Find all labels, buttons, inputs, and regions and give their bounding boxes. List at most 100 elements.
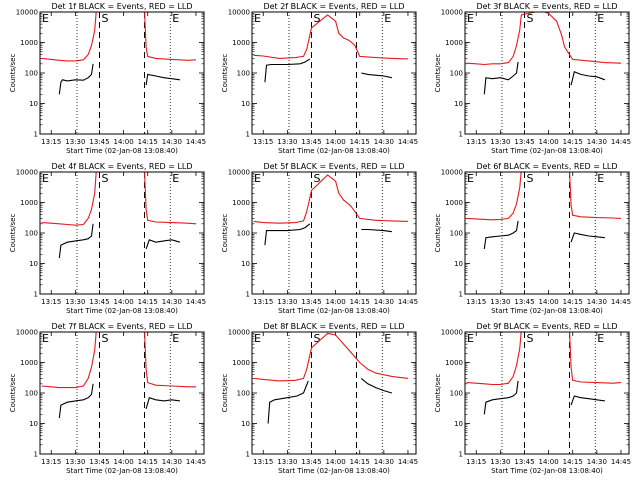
event-marker: E — [384, 332, 391, 345]
y-tick-label: 100 — [450, 390, 463, 398]
y-tick-label: 100 — [237, 70, 250, 78]
x-tick-label: 14:00 — [539, 138, 559, 146]
x-axis-title: Start Time (02-Jan-08 13:08:40) — [278, 147, 390, 155]
x-tick-label: 14:45 — [611, 458, 631, 466]
x-tick-label: 14:00 — [326, 138, 346, 146]
x-tick-label: 13:30 — [490, 458, 510, 466]
x-tick-label: 14:15 — [138, 138, 158, 146]
x-tick-label: 14:30 — [162, 458, 182, 466]
y-axis-title: Counts/sec — [221, 374, 229, 413]
event-marker: E — [597, 12, 604, 25]
y-tick-label: 10000 — [441, 169, 463, 177]
panel-title: Det 3f BLACK = Events, RED = LLD — [476, 2, 617, 11]
x-axis-title: Start Time (02-Jan-08 13:08:40) — [278, 307, 390, 315]
y-tick-label: 10 — [29, 260, 38, 268]
x-axis-title: Start Time (02-Jan-08 13:08:40) — [491, 147, 603, 155]
event-marker: E — [467, 172, 474, 185]
y-tick-label: 10000 — [441, 9, 463, 17]
x-tick-label: 14:30 — [374, 298, 394, 306]
x-tick-label: 13:15 — [466, 298, 486, 306]
y-tick-label: 1 — [34, 291, 38, 299]
plot-frame — [464, 171, 630, 295]
y-tick-label: 10000 — [16, 9, 38, 17]
x-tick-label: 13:45 — [89, 138, 109, 146]
y-tick-label: 1000 — [445, 359, 463, 367]
x-tick-label: 13:15 — [253, 138, 273, 146]
x-tick-label: 14:15 — [138, 298, 158, 306]
y-tick-label: 100 — [25, 390, 38, 398]
x-tick-label: 13:30 — [277, 458, 297, 466]
x-tick-label: 14:45 — [398, 138, 418, 146]
y-axis-title: Counts/sec — [221, 54, 229, 93]
x-tick-label: 14:30 — [162, 298, 182, 306]
x-tick-label: 13:45 — [514, 298, 534, 306]
x-tick-label: 14:00 — [326, 298, 346, 306]
y-tick-label: 10000 — [441, 329, 463, 337]
series-lld — [253, 174, 409, 224]
x-tick-label: 14:45 — [186, 458, 206, 466]
plot-frame — [39, 11, 205, 135]
x-tick-label: 14:30 — [587, 298, 607, 306]
y-tick-label: 1 — [459, 131, 463, 139]
y-axis-title: Counts/sec — [434, 214, 442, 253]
y-tick-label: 10000 — [228, 169, 250, 177]
event-marker: S — [526, 12, 533, 25]
event-marker: E — [254, 172, 261, 185]
panel-title: Det 2f BLACK = Events, RED = LLD — [263, 2, 404, 11]
x-tick-label: 13:15 — [253, 458, 273, 466]
series-lld — [466, 172, 622, 221]
series-lld — [466, 12, 622, 66]
x-tick-label: 14:30 — [587, 458, 607, 466]
y-tick-label: 1000 — [445, 39, 463, 47]
series-events — [267, 377, 393, 424]
event-marker: E — [254, 12, 261, 25]
panel-det-9: Det 9f BLACK = Events, RED = LLD 13:15 13:… — [434, 322, 631, 475]
x-tick-label: 13:15 — [466, 138, 486, 146]
x-tick-label: 14:30 — [162, 138, 182, 146]
event-marker: S — [101, 12, 108, 25]
y-tick-label: 100 — [25, 230, 38, 238]
panel-det-3: Det 3f BLACK = Events, RED = LLD 13:15 13:… — [434, 2, 631, 155]
x-axis-title: Start Time (02-Jan-08 13:08:40) — [66, 467, 178, 475]
x-tick-label: 13:30 — [490, 138, 510, 146]
x-tick-label: 13:30 — [65, 458, 85, 466]
x-tick-label: 13:15 — [41, 298, 61, 306]
x-tick-label: 13:15 — [41, 138, 61, 146]
y-tick-label: 10 — [454, 420, 463, 428]
x-tick-label: 13:15 — [466, 458, 486, 466]
plot-frame — [464, 331, 630, 455]
event-marker: S — [313, 332, 320, 345]
event-marker: S — [313, 12, 320, 25]
panel-title: Det 7f BLACK = Events, RED = LLD — [51, 322, 192, 331]
x-tick-label: 13:45 — [301, 138, 321, 146]
x-tick-label: 14:00 — [539, 298, 559, 306]
x-tick-label: 13:15 — [41, 458, 61, 466]
x-tick-label: 14:45 — [186, 138, 206, 146]
y-tick-label: 10 — [454, 260, 463, 268]
y-tick-label: 1 — [34, 451, 38, 459]
y-tick-label: 100 — [237, 390, 250, 398]
x-axis-title: Start Time (02-Jan-08 13:08:40) — [66, 147, 178, 155]
y-tick-label: 10 — [454, 100, 463, 108]
y-tick-label: 10 — [241, 100, 250, 108]
panel-det-1: Det 1f BLACK = Events, RED = LLD 13:15 13:… — [9, 2, 206, 155]
series-lld — [466, 332, 622, 386]
x-tick-label: 14:15 — [350, 458, 370, 466]
y-tick-label: 10000 — [228, 9, 250, 17]
x-tick-label: 13:30 — [277, 298, 297, 306]
series-events — [264, 223, 392, 246]
x-tick-label: 14:30 — [374, 458, 394, 466]
x-axis-title: Start Time (02-Jan-08 13:08:40) — [66, 307, 178, 315]
panel-title: Det 9f BLACK = Events, RED = LLD — [476, 322, 617, 331]
y-axis-title: Counts/sec — [434, 374, 442, 413]
plot-frame — [251, 11, 417, 135]
plot-frame — [251, 171, 417, 295]
plot-frame — [39, 331, 205, 455]
y-axis-title: Counts/sec — [221, 214, 229, 253]
y-tick-label: 10000 — [228, 329, 250, 337]
panel-det-6: Det 6f BLACK = Events, RED = LLD 13:15 13:… — [434, 162, 631, 315]
y-axis-title: Counts/sec — [9, 214, 17, 253]
series-events — [483, 380, 605, 415]
event-marker: S — [313, 172, 320, 185]
x-tick-label: 14:00 — [326, 458, 346, 466]
